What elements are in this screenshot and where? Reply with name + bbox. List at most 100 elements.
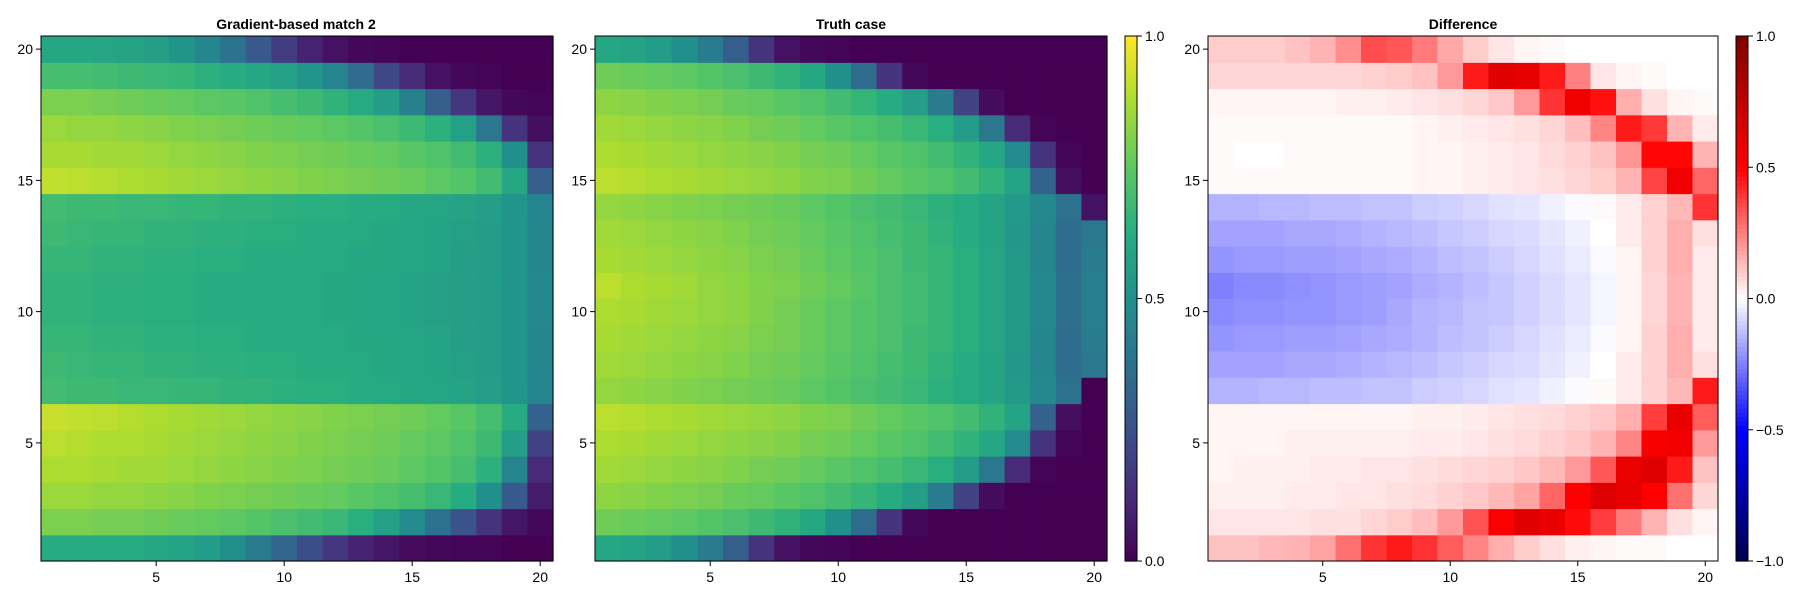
heatmap-cell bbox=[92, 272, 119, 300]
heatmap-cell bbox=[476, 141, 503, 168]
heatmap-cell bbox=[1667, 456, 1694, 483]
colorbar-segment bbox=[1736, 232, 1748, 238]
heatmap-cell bbox=[399, 193, 426, 221]
colorbar-tick-label: −1.0 bbox=[1756, 553, 1784, 569]
heatmap-cell bbox=[450, 246, 477, 273]
heatmap-cell bbox=[1081, 246, 1108, 273]
heatmap-cell bbox=[527, 167, 554, 195]
heatmap-cell bbox=[66, 429, 93, 457]
heatmap-cell bbox=[953, 62, 980, 90]
heatmap-cell bbox=[245, 456, 272, 483]
heatmap-cell bbox=[902, 324, 929, 352]
heatmap-cell bbox=[1488, 456, 1515, 483]
heatmap-cell bbox=[953, 298, 980, 326]
heatmap-cell bbox=[1692, 219, 1719, 247]
heatmap-cell bbox=[41, 508, 68, 536]
heatmap-cell bbox=[1590, 298, 1617, 326]
heatmap-cell bbox=[1667, 298, 1694, 326]
heatmap-cell bbox=[1590, 508, 1617, 536]
heatmap-cell bbox=[66, 298, 93, 326]
heatmap-cell bbox=[979, 298, 1006, 326]
heatmap-cell bbox=[1361, 298, 1388, 326]
colorbar-segment bbox=[1125, 337, 1137, 343]
heatmap-cell bbox=[373, 167, 400, 195]
heatmap-cell bbox=[1055, 36, 1082, 63]
heatmap-cell bbox=[1310, 482, 1337, 510]
heatmap-cell bbox=[902, 508, 929, 536]
colorbar-segment bbox=[1125, 259, 1137, 265]
heatmap-cell bbox=[271, 324, 298, 352]
colorbar-segment bbox=[1736, 136, 1748, 142]
heatmap-cell bbox=[1692, 36, 1719, 63]
heatmap-cell bbox=[348, 351, 375, 378]
colorbar-segment bbox=[1125, 517, 1137, 523]
heatmap-cell bbox=[671, 403, 698, 431]
heatmap-cell bbox=[527, 429, 554, 457]
heatmap-cell bbox=[1539, 193, 1566, 221]
heatmap-cell bbox=[527, 114, 554, 142]
colorbar-segment bbox=[1125, 342, 1137, 348]
heatmap-cell bbox=[527, 456, 554, 483]
heatmap-cell bbox=[117, 324, 144, 352]
heatmap-cell bbox=[1437, 456, 1464, 483]
heatmap-cell bbox=[1488, 114, 1515, 142]
heatmap-cell bbox=[399, 324, 426, 352]
heatmap-cell bbox=[1208, 351, 1235, 378]
heatmap-cell bbox=[595, 246, 622, 273]
heatmap-cell bbox=[527, 88, 554, 116]
heatmap-cell bbox=[1463, 193, 1490, 221]
heatmap-cell bbox=[399, 377, 426, 405]
colorbar-segment bbox=[1125, 193, 1137, 199]
heatmap-cell bbox=[117, 193, 144, 221]
heatmap-cell bbox=[1259, 508, 1286, 536]
heatmap-cell bbox=[399, 351, 426, 378]
heatmap-cell bbox=[1488, 377, 1515, 405]
colorbar-segment bbox=[1736, 425, 1748, 431]
colorbar-segment bbox=[1125, 552, 1137, 558]
colorbar-segment bbox=[1125, 263, 1137, 269]
colorbar-tick-label: 0.0 bbox=[1145, 553, 1165, 569]
heatmap-cell bbox=[799, 219, 826, 247]
heatmap-cell bbox=[1692, 246, 1719, 273]
heatmap-cell bbox=[1692, 508, 1719, 536]
heatmap-cell bbox=[1030, 324, 1057, 352]
heatmap-cell bbox=[1412, 272, 1439, 300]
heatmap-cell bbox=[1437, 193, 1464, 221]
colorbar-segment bbox=[1736, 219, 1748, 225]
heatmap-cell bbox=[902, 167, 929, 195]
heatmap-cell bbox=[697, 324, 724, 352]
heatmap-cell bbox=[1284, 141, 1311, 168]
heatmap-cell bbox=[876, 167, 903, 195]
heatmap-cell bbox=[851, 141, 878, 168]
heatmap-cell bbox=[953, 272, 980, 300]
heatmap-cell bbox=[1488, 141, 1515, 168]
heatmap-cell bbox=[1284, 377, 1311, 405]
heatmap-cell bbox=[620, 429, 647, 457]
heatmap-cell bbox=[1030, 88, 1057, 116]
heatmap-cell bbox=[620, 351, 647, 378]
heatmap-cell bbox=[1488, 298, 1515, 326]
colorbar-segment bbox=[1736, 132, 1748, 138]
colorbar-segment bbox=[1125, 110, 1137, 116]
heatmap-cell bbox=[41, 62, 68, 90]
heatmap-cell bbox=[697, 272, 724, 300]
heatmap-cell bbox=[322, 219, 349, 247]
colorbar-segment bbox=[1125, 504, 1137, 510]
heatmap-cell bbox=[117, 508, 144, 536]
heatmap-cell bbox=[979, 508, 1006, 536]
heatmap-cell bbox=[1259, 193, 1286, 221]
heatmap-cell bbox=[348, 193, 375, 221]
heatmap-cell bbox=[1004, 351, 1031, 378]
colorbar-segment bbox=[1125, 495, 1137, 501]
heatmap-cell bbox=[1361, 377, 1388, 405]
colorbar-segment bbox=[1125, 167, 1137, 173]
heatmap-cell bbox=[953, 351, 980, 378]
heatmap-cell bbox=[220, 324, 247, 352]
heatmap-cell bbox=[825, 62, 852, 90]
heatmap-cell bbox=[476, 377, 503, 405]
heatmap-cell bbox=[1616, 167, 1643, 195]
heatmap-cell bbox=[425, 193, 452, 221]
heatmap-cell bbox=[1284, 429, 1311, 457]
heatmap-cell bbox=[92, 298, 119, 326]
heatmap-cell bbox=[1667, 114, 1694, 142]
